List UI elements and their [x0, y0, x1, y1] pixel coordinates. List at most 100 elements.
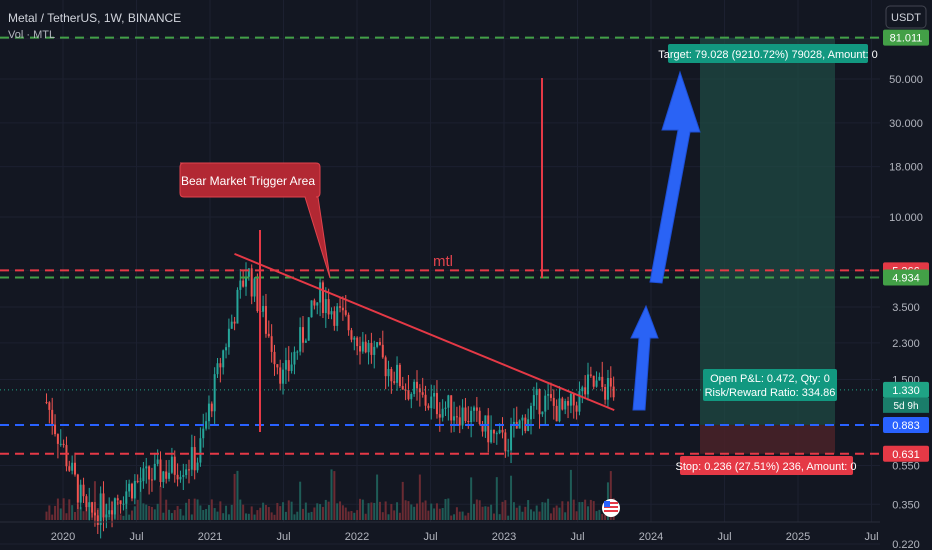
volume-bar	[108, 515, 111, 520]
volume-bar	[490, 504, 493, 520]
volume-bar	[578, 502, 581, 520]
volume-bar	[393, 510, 396, 520]
time-axis-ticks[interactable]: 2020 Jul 2021 Jul 2022 Jul 2023 Jul 2024 Jul 2025 J…	[51, 531, 879, 543]
candle-body	[299, 327, 302, 352]
price-tick-label: 50.000	[889, 74, 923, 86]
candle-body	[245, 276, 247, 287]
candle-body	[253, 278, 256, 297]
volume-bar	[341, 505, 344, 520]
candle-body	[247, 268, 250, 277]
volume-bar	[321, 506, 324, 520]
candle-body	[256, 278, 259, 312]
candle-body	[276, 364, 279, 368]
stop-label[interactable]: Stop: 0.236 (27.51%) 236, Amount: 0	[675, 456, 857, 475]
volume-bar	[567, 501, 570, 520]
volume-bar	[484, 506, 487, 520]
volume-bar	[378, 501, 381, 520]
candle-body	[398, 364, 401, 387]
volume-bar	[584, 499, 587, 520]
us-flag-icon[interactable]	[602, 499, 620, 517]
candle-body	[45, 402, 48, 404]
price-badge-label: 1.330	[892, 385, 920, 397]
volume-bar	[356, 510, 359, 520]
countdown-badge	[883, 397, 929, 413]
candle-body	[188, 469, 190, 471]
horizontal-levels	[0, 36, 880, 455]
volume-bar	[569, 469, 572, 520]
target-zone	[700, 37, 835, 425]
volume-bar	[353, 512, 356, 520]
drawings	[234, 70, 701, 432]
candle-body	[313, 300, 316, 306]
volume-bar	[51, 514, 54, 520]
volume-bar	[230, 504, 233, 520]
volume-bar	[367, 503, 370, 520]
volume-bar	[344, 507, 347, 520]
candle-body	[438, 414, 441, 418]
candle-body	[575, 405, 578, 412]
candle-body	[376, 342, 379, 347]
price-tick-label: 0.350	[892, 499, 920, 511]
volume-bar	[361, 499, 364, 520]
candle-body	[88, 502, 91, 508]
candle-body	[116, 498, 119, 501]
stop-zone	[700, 424, 835, 454]
candle-body	[370, 342, 373, 355]
candle-body	[156, 459, 159, 464]
volume-bar	[202, 509, 205, 520]
candle-body	[293, 351, 296, 365]
volume-bar	[216, 511, 219, 520]
candle-body	[584, 387, 587, 395]
volume-bar	[59, 508, 62, 520]
volume-bar	[515, 507, 518, 520]
candle-body	[581, 387, 584, 392]
volume-bar	[299, 481, 302, 520]
volume-bar	[65, 513, 68, 520]
candle-body	[267, 333, 270, 337]
price-tick-label: 10.000	[889, 212, 923, 224]
volume-bar	[179, 508, 182, 520]
candle-body	[339, 306, 342, 308]
candle-body	[344, 310, 347, 315]
candle-body	[319, 282, 322, 303]
pnl-label[interactable]: Open P&L: 0.472, Qty: 0 Risk/Reward Rati…	[703, 369, 837, 401]
time-tick-label: Jul	[864, 531, 878, 543]
target-label[interactable]: Target: 79.028 (9210.72%) 79028, Amount:…	[658, 44, 878, 63]
volume-bar	[233, 473, 236, 520]
candle-body	[302, 327, 304, 343]
candle-body	[564, 401, 567, 410]
volume-bar	[455, 507, 458, 520]
candle-body	[242, 280, 245, 287]
price-badge	[883, 381, 929, 398]
candle-body	[359, 346, 361, 352]
volume-bar	[324, 499, 327, 520]
volume-bar	[501, 501, 504, 520]
candle-body	[310, 300, 313, 318]
candle-body	[327, 299, 330, 315]
price-badge	[883, 269, 929, 286]
chart-title: Metal / TetherUS, 1W, BINANCE	[8, 11, 181, 25]
candle-body	[333, 311, 336, 326]
volume-bar	[253, 514, 256, 520]
volume-bar	[327, 501, 330, 520]
candle-body	[128, 483, 131, 492]
volume-bar	[464, 515, 467, 520]
candle-body	[381, 344, 384, 358]
candle-body	[71, 462, 74, 471]
volume-bar	[535, 505, 538, 520]
candle-body	[202, 428, 205, 439]
bear-callout[interactable]: Bear Market Trigger Area	[179, 162, 331, 279]
volume-bar	[279, 506, 282, 520]
candle-body	[507, 450, 510, 452]
arrow-up-small	[630, 304, 659, 411]
volume-bar	[193, 498, 196, 520]
currency-button[interactable]: USDT	[885, 5, 927, 29]
volume-bar	[330, 469, 333, 520]
volume-bar	[136, 499, 139, 520]
volume-bar	[595, 511, 598, 520]
candle-body	[444, 407, 447, 409]
volume-bar	[68, 499, 71, 520]
volume-bar	[467, 512, 470, 520]
price-tick-label: 3.500	[892, 302, 920, 314]
